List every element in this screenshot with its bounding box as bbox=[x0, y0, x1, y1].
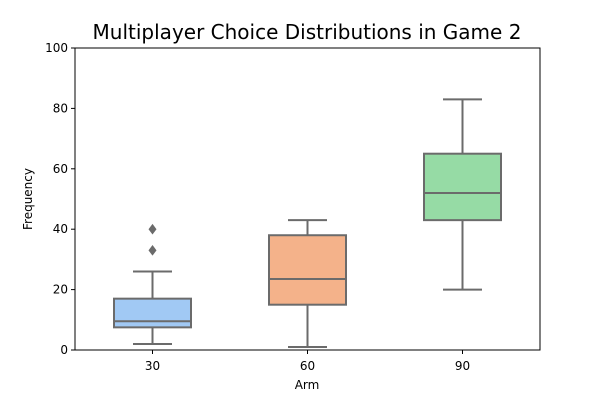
y-tick-label: 40 bbox=[53, 222, 68, 236]
x-axis: 30 60 90 bbox=[145, 350, 470, 373]
x-tick-label: 30 bbox=[145, 359, 160, 373]
box-body bbox=[268, 234, 347, 306]
box-30 bbox=[113, 223, 192, 345]
box-body bbox=[423, 152, 502, 222]
y-axis: 0 20 40 60 80 100 bbox=[45, 41, 75, 357]
box-60 bbox=[268, 219, 347, 348]
x-axis-label: Arm bbox=[295, 378, 320, 392]
outlier-point bbox=[148, 245, 157, 256]
y-tick-label: 0 bbox=[60, 343, 68, 357]
chart-title: Multiplayer Choice Distributions in Game… bbox=[93, 20, 522, 44]
y-tick-label: 80 bbox=[53, 101, 68, 115]
x-tick-label: 60 bbox=[300, 359, 315, 373]
y-axis-label: Frequency bbox=[21, 168, 35, 230]
box-90 bbox=[423, 98, 502, 291]
y-tick-label: 100 bbox=[45, 41, 68, 55]
y-tick-label: 60 bbox=[53, 162, 68, 176]
boxes-group bbox=[113, 98, 502, 348]
y-tick-label: 20 bbox=[53, 283, 68, 297]
outlier-point bbox=[148, 223, 157, 235]
box-body bbox=[113, 297, 192, 329]
x-tick-label: 90 bbox=[455, 359, 470, 373]
